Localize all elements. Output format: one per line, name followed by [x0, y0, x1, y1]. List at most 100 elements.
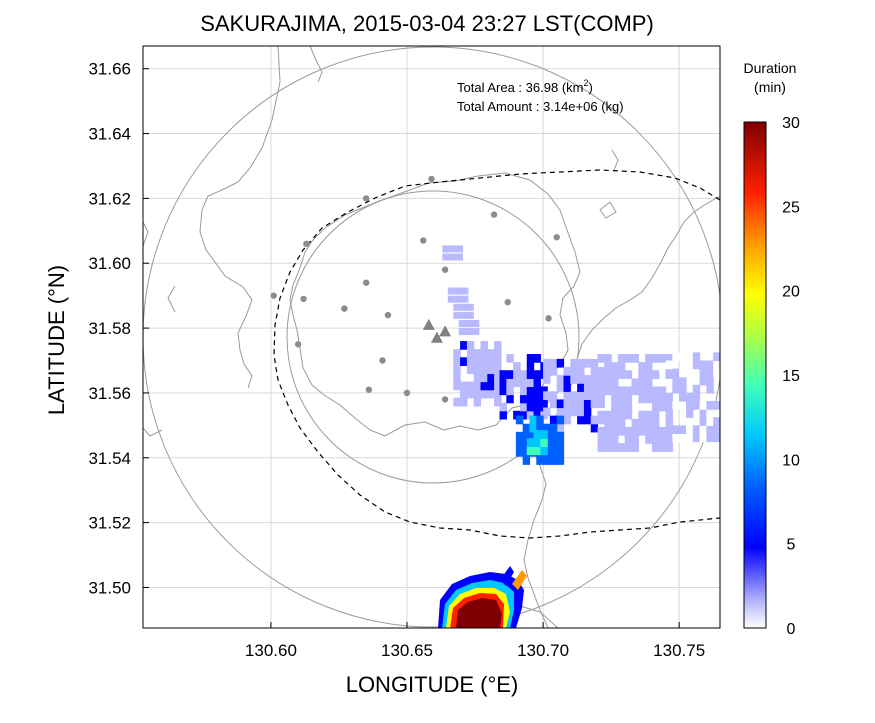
- plume-cell: [533, 386, 541, 396]
- plume-cell: [513, 362, 521, 371]
- plume-cell: [513, 378, 521, 388]
- plume-cell: [651, 370, 660, 379]
- plume-cell: [556, 439, 565, 449]
- plume-cell: [549, 423, 558, 433]
- plume-cell: [651, 418, 660, 428]
- plume-cell: [604, 410, 612, 420]
- plume-cell: [665, 425, 673, 435]
- plume-cell: [658, 402, 667, 412]
- plume-cell: [466, 341, 475, 350]
- plume-cell: [454, 287, 462, 295]
- plume-cell: [638, 426, 646, 436]
- plume-cell: [563, 407, 571, 417]
- plume-cell: [570, 399, 578, 409]
- plume-cell: [556, 375, 565, 384]
- mainland-coast-west-3: [143, 427, 163, 437]
- plume-cell: [499, 370, 507, 379]
- plume-cell: [549, 439, 558, 449]
- plume-cell: [515, 431, 524, 441]
- plume-cell: [563, 415, 571, 425]
- plume-cell: [494, 373, 502, 383]
- plume-cell: [460, 311, 468, 319]
- plume-cell: [658, 354, 667, 363]
- plume-cell: [617, 370, 626, 379]
- plume-cell: [522, 423, 531, 433]
- plume-cell: [453, 381, 461, 391]
- plume-cell: [597, 394, 605, 404]
- plume-cell: [631, 386, 639, 396]
- plume-cell: [624, 435, 633, 444]
- plume-cell: [449, 245, 457, 253]
- plume-cell: [706, 376, 714, 386]
- plume-cell: [597, 410, 605, 420]
- plume-cell: [651, 394, 660, 404]
- y-axis-label: LATITUDE (°N): [44, 265, 69, 415]
- plume-cell: [460, 381, 468, 391]
- plume-cell: [651, 443, 660, 452]
- plume-cell: [526, 394, 535, 404]
- plume-cell: [454, 295, 462, 303]
- plume-cell: [480, 365, 488, 375]
- plume-cell: [494, 389, 502, 399]
- plume-cell: [658, 443, 667, 452]
- y-tick-label: 31.60: [88, 254, 131, 273]
- plume-cell: [556, 423, 565, 433]
- near-vent-core: [456, 598, 502, 628]
- plume-cell: [533, 430, 541, 439]
- plume-cell: [624, 410, 633, 420]
- plume-cell: [665, 360, 673, 370]
- plume-cell: [543, 358, 551, 368]
- plume-cell: [549, 391, 558, 401]
- plume-cell: [556, 399, 565, 409]
- colorbar: [743, 121, 767, 629]
- plume-cell: [522, 431, 531, 441]
- plume-cell: [487, 365, 495, 375]
- plume-cell: [473, 381, 482, 391]
- plume-cell: [604, 426, 612, 436]
- plume-cell: [638, 386, 646, 396]
- vent-triangle: [439, 325, 452, 337]
- plume-cell: [583, 415, 592, 425]
- plume-cell: [685, 401, 694, 410]
- plume-cell: [617, 443, 626, 452]
- plume-cell: [480, 389, 488, 399]
- plume-cell: [577, 399, 585, 409]
- plume-cell: [499, 386, 507, 396]
- plume-cell: [692, 368, 701, 378]
- plume-cell: [473, 357, 482, 366]
- station-dot: [545, 315, 552, 322]
- plume-cell: [460, 341, 468, 350]
- plume-cell: [692, 425, 701, 435]
- plume-cell: [570, 407, 578, 417]
- mainland-coast-west: [199, 46, 281, 389]
- plume-cell: [692, 401, 701, 410]
- plume-cell: [611, 426, 619, 436]
- plume-cell: [556, 448, 565, 457]
- plume-cell: [563, 391, 571, 401]
- plume-cell: [590, 383, 599, 392]
- plume-cell: [466, 311, 474, 319]
- plume-cell: [466, 357, 475, 366]
- colorbar-tick-label: 5: [787, 537, 796, 554]
- plume-cell: [480, 349, 488, 358]
- plume-cell: [473, 349, 482, 358]
- plume-cell: [473, 373, 482, 383]
- plume-cell: [699, 401, 707, 410]
- plume-cell: [536, 415, 544, 425]
- plume-cell: [533, 394, 541, 404]
- plume-cell: [597, 354, 605, 363]
- plume-cell: [699, 360, 707, 370]
- plume-cell: [624, 443, 633, 452]
- plume-cell: [577, 383, 585, 392]
- plume-cell: [529, 423, 537, 433]
- plume-cell: [515, 415, 524, 425]
- plume-cell: [494, 365, 502, 375]
- plume-cell: [466, 381, 475, 391]
- plume-cell: [577, 366, 585, 376]
- plume-cell: [645, 435, 653, 444]
- plume-cell: [519, 378, 528, 388]
- plume-cell: [487, 381, 495, 391]
- plume-cell: [685, 392, 694, 402]
- plume-cell: [519, 410, 528, 420]
- plume-cell: [706, 417, 714, 426]
